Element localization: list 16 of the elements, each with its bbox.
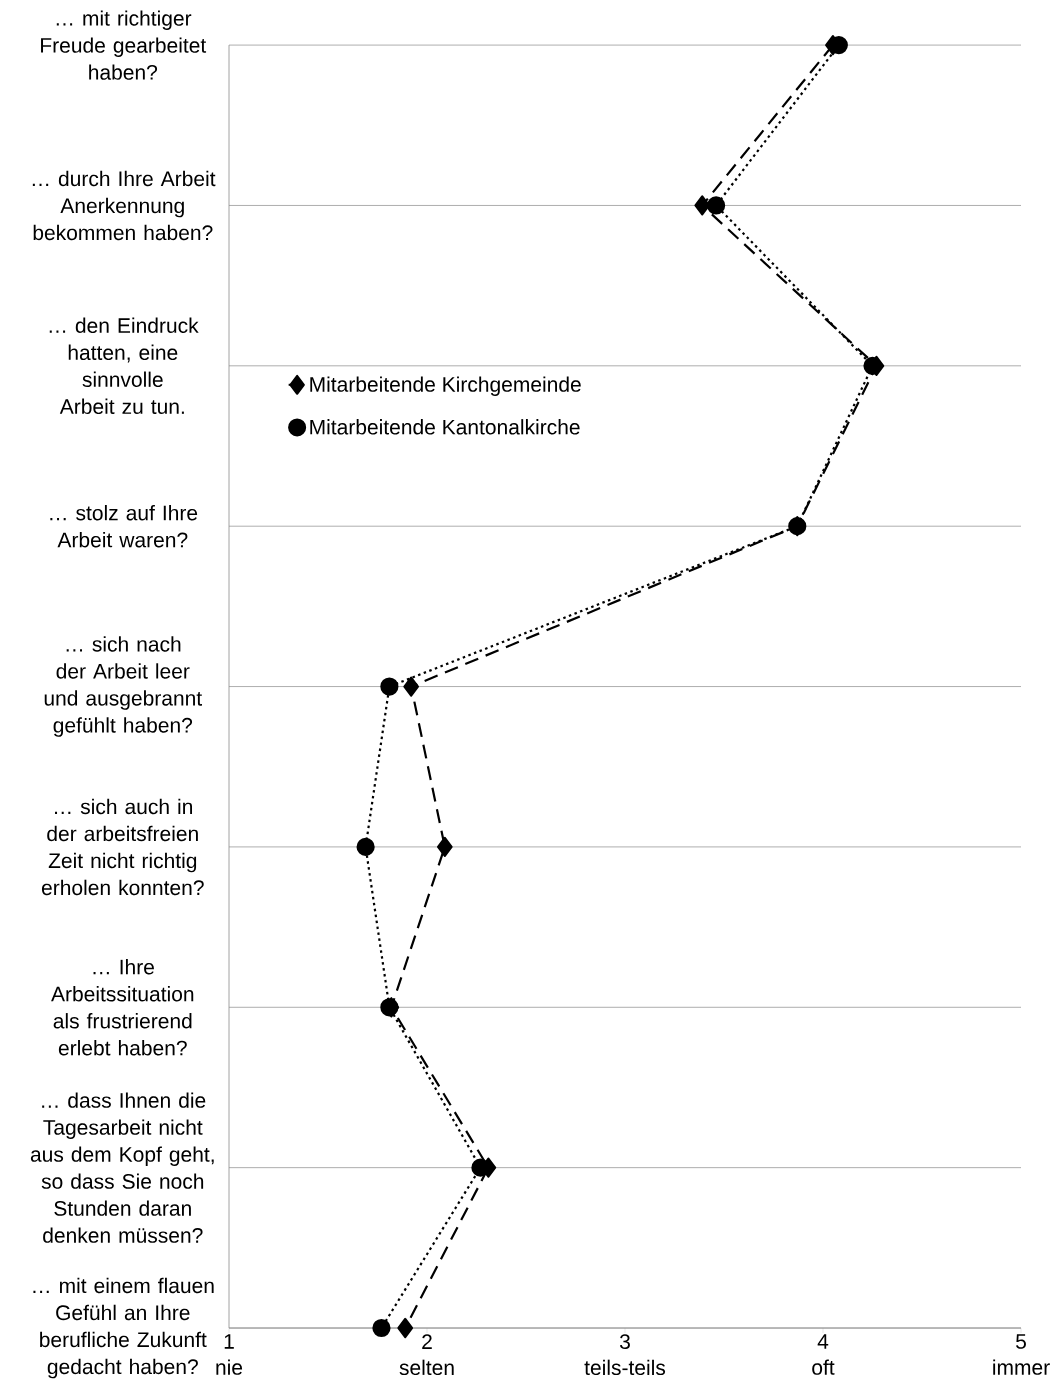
x-tick-label: 4 oft — [812, 1334, 835, 1375]
y-tick-label: … stolz auf Ihre Arbeit waren? — [50, 504, 198, 548]
y-tick-label: … durch Ihre Arbeit Anerkennung bekommen haben? — [32, 170, 216, 241]
y-tick-label: … sich nach der Arbeit leer und ausgebrannt gefühlt haben? — [44, 636, 203, 737]
legend-label: Mitarbeitende Kantonalkirche — [310, 419, 580, 435]
y-tick-label: … mit einem flauen Gefühl an Ihre berufliche Zukunft gedacht haben? — [33, 1277, 214, 1379]
x-tick-label: 2 selten — [399, 1334, 454, 1376]
y-tick-label: … den Eindruck hatten, eine sinnvolle Arbeit zu tun. — [49, 317, 199, 415]
y-tick-label: … sich auch in der arbeitsfreien Zeit nicht richtig erholen konnten? — [41, 798, 204, 896]
legend-label: Mitarbeitende Kirchgemeinde — [310, 376, 581, 396]
x-tick-label: 1 nie — [216, 1334, 243, 1375]
x-tick-label: 3 teils-teils — [584, 1334, 666, 1376]
x-tick-label: 5 immer — [993, 1334, 1050, 1375]
y-tick-label: … mit richtiger Freude gearbeitet haben? — [41, 10, 207, 80]
y-tick-label: … dass Ihnen die Tagesarbeit nicht aus dem Kopf geht, so dass Sie noch Stunden daran denken müssen? — [30, 1092, 214, 1243]
y-tick-label: … Ihre Arbeitssituation als frustrierend erlebt haben? — [51, 959, 194, 1056]
